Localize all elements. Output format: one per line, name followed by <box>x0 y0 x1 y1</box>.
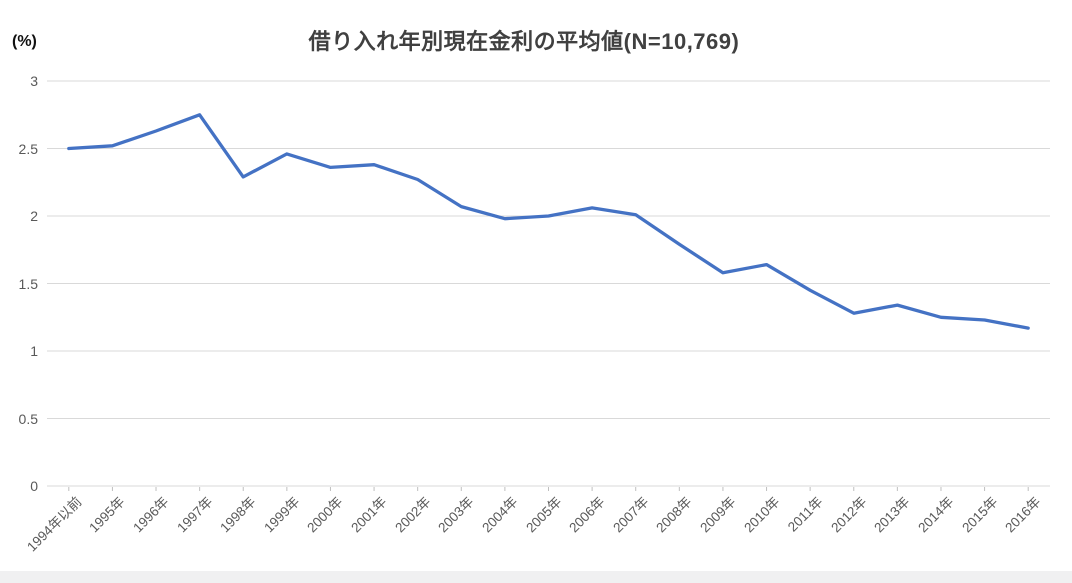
y-axis-unit-label: (%) <box>12 33 37 50</box>
bottom-strip <box>0 571 1072 583</box>
y-axis-tick-label: 2.5 <box>18 140 38 157</box>
chart-title: 借り入れ年別現在金利の平均値(N=10,769) <box>308 29 740 54</box>
y-axis-tick-label: 1 <box>30 343 38 359</box>
y-axis-tick-label: 2 <box>30 208 38 224</box>
y-axis-tick-label: 0 <box>30 478 38 494</box>
y-axis-tick-label: 1.5 <box>18 275 38 292</box>
y-axis-tick-label: 3 <box>30 73 38 89</box>
y-axis-tick-label: 0.5 <box>18 410 38 427</box>
series-line-average-rate <box>67 113 1030 330</box>
